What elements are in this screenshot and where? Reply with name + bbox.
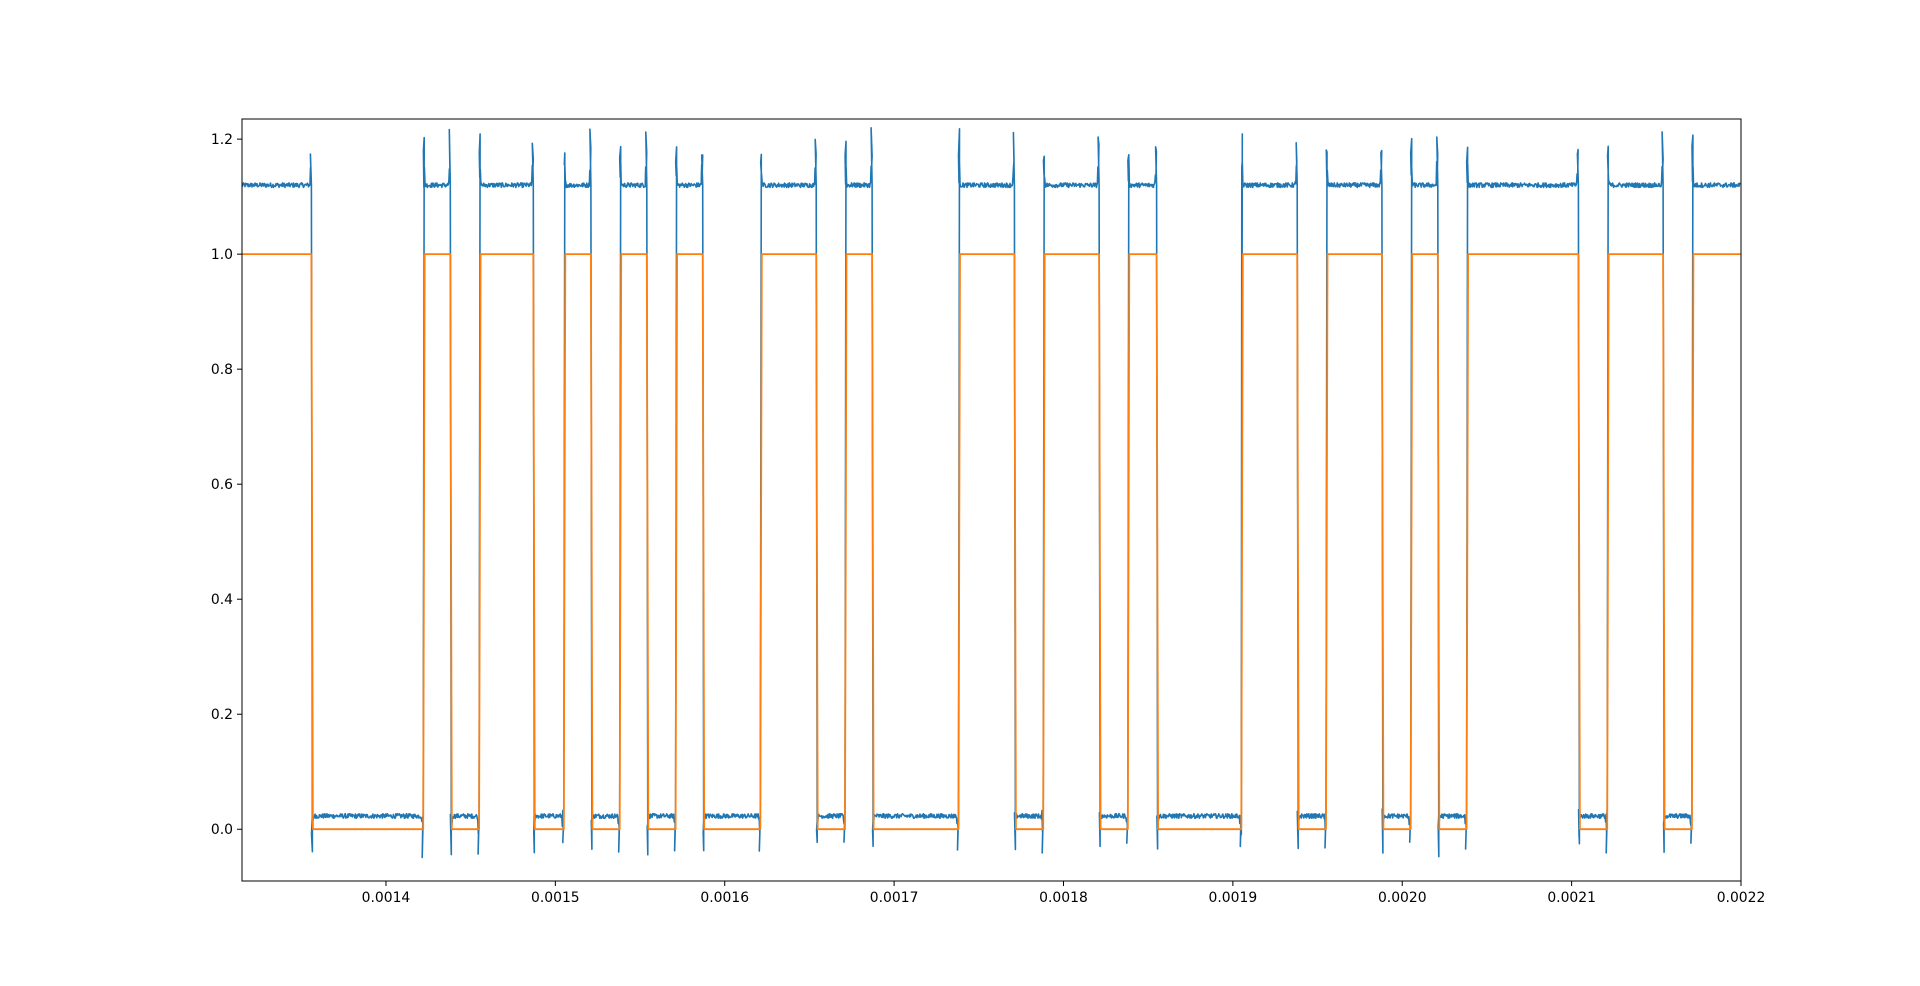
y-axis: 0.0 0.2 0.4 0.6 0.8 1.0 1.2	[211, 132, 242, 838]
y-tick-label: 0.4	[211, 592, 233, 608]
x-tick-label: 0.0014	[362, 890, 411, 906]
x-tick-label: 0.0015	[531, 890, 580, 906]
y-tick-label: 0.6	[211, 477, 233, 493]
x-tick-label: 0.0022	[1717, 890, 1766, 906]
y-tick-label: 1.2	[211, 132, 233, 148]
x-tick-label: 0.0021	[1547, 890, 1596, 906]
y-tick-label: 1.0	[211, 247, 233, 263]
y-tick-label: 0.0	[211, 822, 233, 838]
series-layer	[242, 127, 1741, 859]
x-tick-label: 0.0016	[700, 890, 749, 906]
y-tick-label: 0.2	[211, 707, 233, 723]
x-tick-label: 0.0017	[870, 890, 919, 906]
analog-signal-line	[242, 127, 1741, 859]
y-tick-label: 0.8	[211, 362, 233, 378]
plot-area	[242, 127, 1741, 859]
x-tick-label: 0.0020	[1378, 890, 1427, 906]
x-tick-label: 0.0018	[1039, 890, 1088, 906]
x-axis: 0.0014 0.0015 0.0016 0.0017 0.0018 0.0019 0.00…	[362, 881, 1766, 906]
axes-frame	[241, 118, 1742, 882]
x-tick-label: 0.0019	[1209, 890, 1258, 906]
digital-signal-line	[242, 253, 1741, 831]
